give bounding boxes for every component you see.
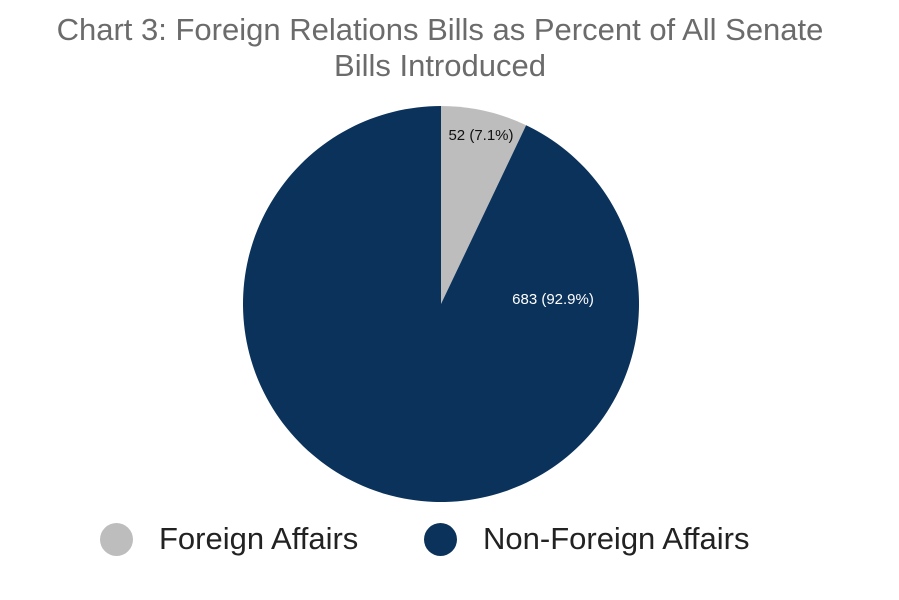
- chart-title-line-1: Chart 3: Foreign Relations Bills as Perc…: [56, 12, 824, 47]
- chart-legend: Foreign Affairs Non-Foreign Affairs: [0, 517, 899, 561]
- legend-item-non-foreign-affairs: Non-Foreign Affairs: [424, 517, 750, 561]
- legend-swatch-foreign-affairs: [100, 522, 133, 556]
- legend-swatch-non-foreign-affairs: [424, 522, 457, 556]
- chart-title-line-2: Bills Introduced: [334, 48, 546, 83]
- pie-slice-non-foreign-affairs: [242, 106, 639, 503]
- legend-item-foreign-affairs: Foreign Affairs: [100, 517, 358, 561]
- pie-data-label-foreign-affairs: 52 (7.1%): [448, 127, 513, 144]
- legend-label-non-foreign-affairs: Non-Foreign Affairs: [483, 521, 750, 556]
- pie-slice-foreign-affairs: [441, 106, 527, 304]
- pie-data-label-non-foreign-affairs: 683 (92.9%): [512, 291, 594, 308]
- legend-label-foreign-affairs: Foreign Affairs: [159, 521, 359, 556]
- chart-title: Chart 3: Foreign Relations Bills as Perc…: [0, 12, 880, 84]
